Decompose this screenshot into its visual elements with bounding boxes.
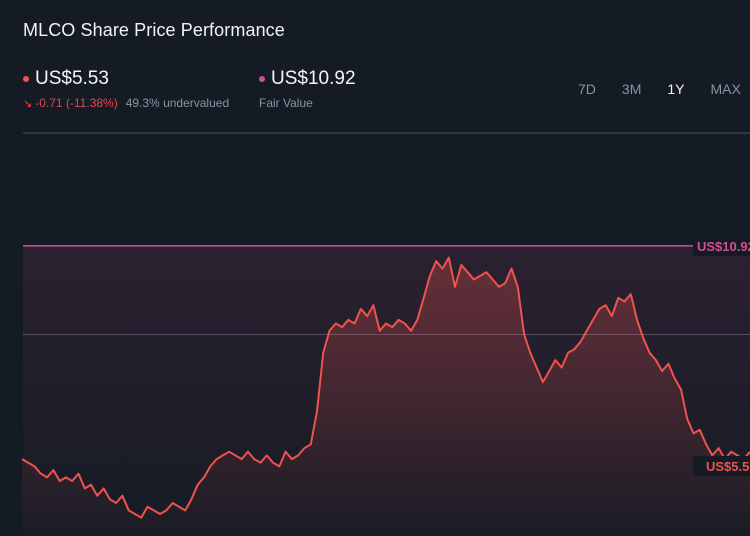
price-change: -0.71 (-11.38%) <box>35 96 118 110</box>
current-price-tag-label: US$5.53 <box>706 459 750 474</box>
tab-3m[interactable]: 3M <box>621 81 642 97</box>
fair-value-tag-label: US$10.92 <box>697 239 750 254</box>
fair-value-tag: US$10.92 <box>693 235 750 256</box>
fair-value: US$10.92 <box>271 68 356 89</box>
fair-value-dot-icon <box>259 76 265 82</box>
price-area <box>22 257 750 536</box>
tab-1y[interactable]: 1Y <box>667 81 685 97</box>
fair-value-label: Fair Value <box>259 96 313 110</box>
valuation-note: 49.3% undervalued <box>125 96 230 110</box>
down-arrow-icon: ↘ <box>23 97 33 110</box>
tab-max[interactable]: MAX <box>710 81 741 97</box>
fair-value-block: US$10.92 Fair Value <box>259 68 356 110</box>
timeframe-selector: 7D 3M 1Y MAX <box>578 81 750 97</box>
current-price-tag: US$5.53 <box>693 456 750 476</box>
current-price-block: US$5.53 ↘ -0.71 (-11.38%) 49.3% underval… <box>23 68 229 110</box>
current-price: US$5.53 <box>35 68 109 89</box>
price-line <box>21 256 750 519</box>
chart-title: MLCO Share Price Performance <box>23 20 285 40</box>
price-dot-icon <box>23 76 29 82</box>
tab-7d[interactable]: 7D <box>578 81 596 97</box>
